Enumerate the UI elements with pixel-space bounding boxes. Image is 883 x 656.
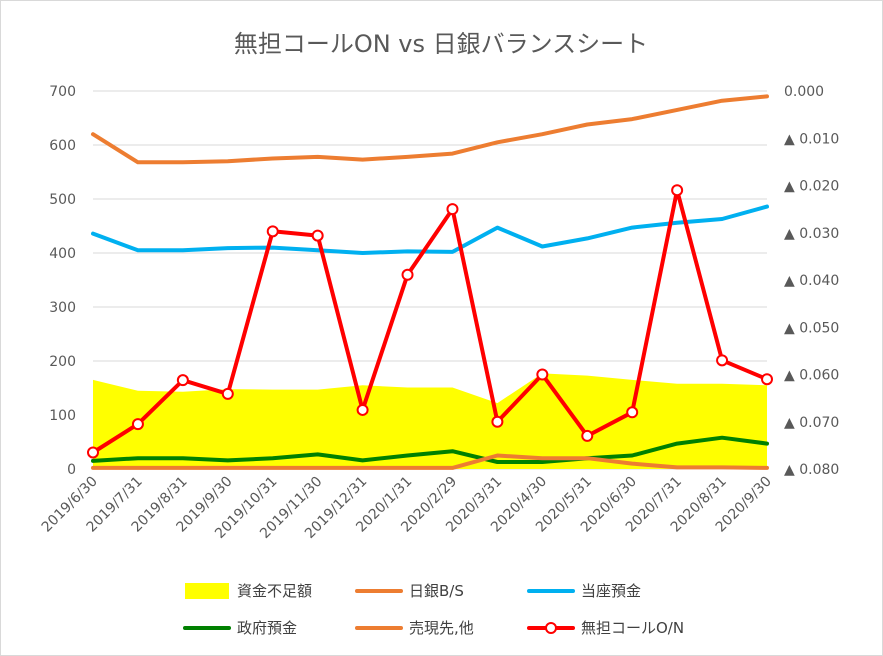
series-5-marker [87,446,99,459]
x-axis: 2019/6/302019/7/312019/8/312019/9/302019… [39,474,775,542]
series-5-marker [716,354,729,367]
legend-label: 売現先,他 [409,619,474,637]
legend-label: 日銀B/S [409,582,464,600]
line-series [91,94,769,470]
series-0-area [93,373,767,469]
left-tick-label: 600 [49,138,76,154]
right-tick-label: ▲ 0.060 [784,368,839,384]
series-1-line [91,94,769,165]
right-tick-label: ▲ 0.040 [784,273,839,289]
series-5-marker [536,368,549,381]
left-tick-label: 300 [49,300,76,316]
series-5-line [91,188,769,455]
legend-marker [545,622,557,634]
area-series [93,373,767,469]
left-tick-label: 400 [49,246,76,262]
series-5-marker [266,225,279,238]
right-tick-label: ▲ 0.010 [784,131,839,147]
right-axis: 0.000 ▲ 0.010 ▲ 0.020 ▲ 0.030 ▲ 0.040 ▲ 0.050… [784,84,839,478]
legend-label: 無担コールO/N [581,619,684,637]
right-tick-label: ▲ 0.020 [784,179,839,195]
series-5-marker [491,415,504,428]
series-5-marker [581,429,594,442]
chart-title: 無担コールON vs 日銀バランスシート [234,30,648,58]
left-axis: 0 100 200 300 400 500 600 700 [49,84,76,478]
left-tick-label: 200 [49,354,76,370]
right-tick-label: ▲ 0.030 [784,226,839,242]
right-tick-label: ▲ 0.080 [784,462,839,478]
series-5-marker [176,374,189,387]
series-5-marker [401,268,414,281]
series-3-line [91,435,769,464]
legend-label: 政府預金 [237,619,297,637]
series-5-marker [311,229,324,242]
left-tick-label: 500 [49,192,76,208]
left-tick-label: 0 [67,462,76,478]
series-markers [87,184,773,459]
series-5-marker [221,387,234,400]
right-tick-label: 0.000 [784,84,824,100]
right-tick-label: ▲ 0.070 [784,415,839,431]
right-tick-label: ▲ 0.050 [784,320,839,336]
series-5-marker [131,418,144,431]
series-5-marker [671,184,684,197]
legend-label: 資金不足額 [237,582,312,600]
left-tick-label: 100 [49,408,76,424]
series-5-marker [761,373,773,386]
legend-label: 当座預金 [581,582,641,600]
series-2-line [91,204,769,255]
series-5-marker [356,403,369,416]
left-tick-label: 700 [49,84,76,100]
series-5-marker [626,406,639,419]
series-4-line [91,453,769,470]
legend-swatch [185,583,229,599]
series-5-marker [446,203,459,216]
